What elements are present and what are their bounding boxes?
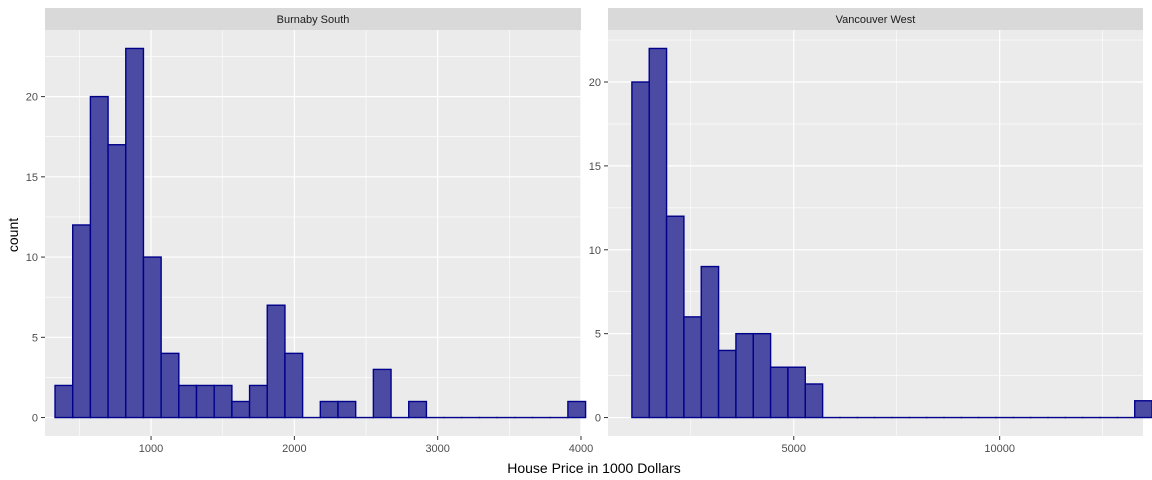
histogram-bar (735, 332, 754, 419)
y-tick-label: 5 (595, 329, 601, 341)
x-tick-label: 4000 (569, 443, 593, 455)
histogram-bar (213, 384, 233, 419)
histogram-bar (107, 144, 127, 419)
x-tick-label: 5000 (782, 443, 806, 455)
histogram-bar (683, 316, 702, 419)
histogram-bar (631, 81, 650, 419)
histogram-bar (717, 349, 737, 419)
y-tick-label: 15 (589, 161, 601, 173)
histogram-bar (266, 304, 286, 419)
strip-background (45, 8, 581, 30)
y-tick-label: 20 (589, 77, 601, 89)
histogram-bar (648, 47, 668, 419)
y-tick-label: 10 (589, 245, 601, 257)
histogram-bar (337, 400, 357, 419)
y-tick-label: 0 (32, 413, 38, 425)
panel-vancouver-west: Vancouver West 0 5 10 15 20 5000 10000 (589, 8, 1152, 455)
y-tick-label: 15 (26, 172, 38, 184)
histogram-bar (804, 383, 824, 419)
histogram-bar (195, 384, 215, 419)
y-axis-title: count (5, 218, 21, 252)
histogram-bar (160, 352, 180, 419)
histogram-bar (665, 215, 685, 419)
histogram-bar (284, 352, 304, 419)
histogram-bar (248, 384, 268, 419)
histogram-bar (231, 400, 251, 419)
histogram-bar (787, 366, 806, 419)
panel-burnaby-south: Burnaby South 0 5 10 15 20 1000 2000 3000 4000 (26, 8, 593, 455)
histogram-bar (408, 400, 428, 419)
y-tick-label: 5 (32, 332, 38, 344)
strip-background (608, 8, 1143, 30)
y-tick-label: 20 (26, 92, 38, 104)
histogram-bar (319, 400, 339, 419)
histogram-bar (567, 400, 587, 419)
histogram-bar (178, 384, 198, 419)
strip-label: Burnaby South (277, 14, 350, 26)
y-tick-label: 0 (595, 413, 601, 425)
histogram-bar (125, 47, 145, 419)
x-tick-label: 3000 (425, 443, 449, 455)
histogram-bar (372, 368, 392, 419)
x-axis-title: House Price in 1000 Dollars (507, 460, 681, 476)
histogram-bar (142, 256, 162, 419)
x-tick-label: 2000 (282, 443, 306, 455)
strip-label: Vancouver West (836, 14, 916, 26)
histogram-bar (89, 95, 109, 419)
histogram-bar (54, 384, 74, 419)
histogram-bar (72, 224, 92, 419)
x-tick-label: 1000 (139, 443, 163, 455)
histogram-bar (769, 366, 789, 419)
x-tick-label: 10000 (984, 443, 1015, 455)
histogram-bar (700, 265, 720, 419)
histogram-bar (1134, 400, 1152, 419)
histogram-bar (752, 332, 772, 419)
y-tick-label: 10 (26, 252, 38, 264)
